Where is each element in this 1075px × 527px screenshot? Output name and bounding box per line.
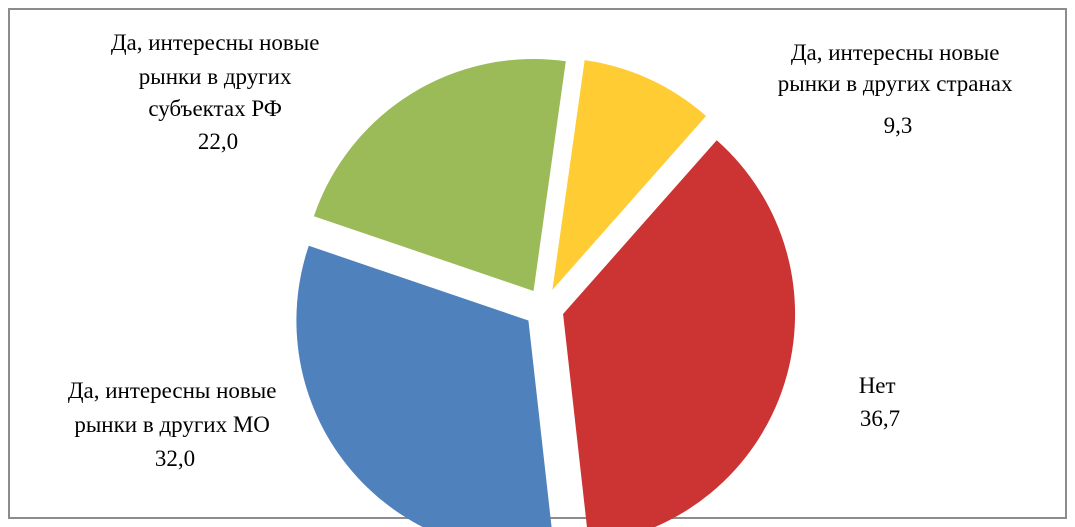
slice-other-municipalities: [296, 245, 552, 527]
label-other-countries-line-2: рынки в других странах: [778, 71, 1013, 96]
label-other-municipalities-value: 32,0: [155, 446, 195, 471]
label-no-value: 36,7: [860, 406, 900, 431]
label-no-line-1: Нет: [859, 373, 896, 398]
label-other-regions: Да, интересны новые рынки в других субъе…: [111, 30, 325, 154]
label-other-regions-line-3: субъектах РФ: [148, 96, 282, 121]
label-other-regions-value: 22,0: [198, 129, 238, 154]
slice-other-regions: [313, 58, 566, 291]
label-other-regions-line-2: рынки в других: [139, 64, 292, 89]
label-other-countries-value: 9,3: [884, 113, 913, 138]
slice-no: [563, 140, 796, 527]
slice-other-countries: [552, 60, 707, 290]
label-other-countries: Да, интересны новые рынки в других стран…: [778, 40, 1019, 138]
label-other-municipalities: Да, интересны новые рынки в других МО 32…: [68, 378, 282, 471]
label-no: Нет 36,7: [859, 373, 902, 431]
label-other-municipalities-line-2: рынки в других МО: [74, 412, 270, 437]
label-other-regions-line-1: Да, интересны новые: [111, 30, 320, 55]
label-other-countries-line-1: Да, интересны новые: [791, 40, 1000, 65]
label-other-municipalities-line-1: Да, интересны новые: [68, 378, 277, 403]
